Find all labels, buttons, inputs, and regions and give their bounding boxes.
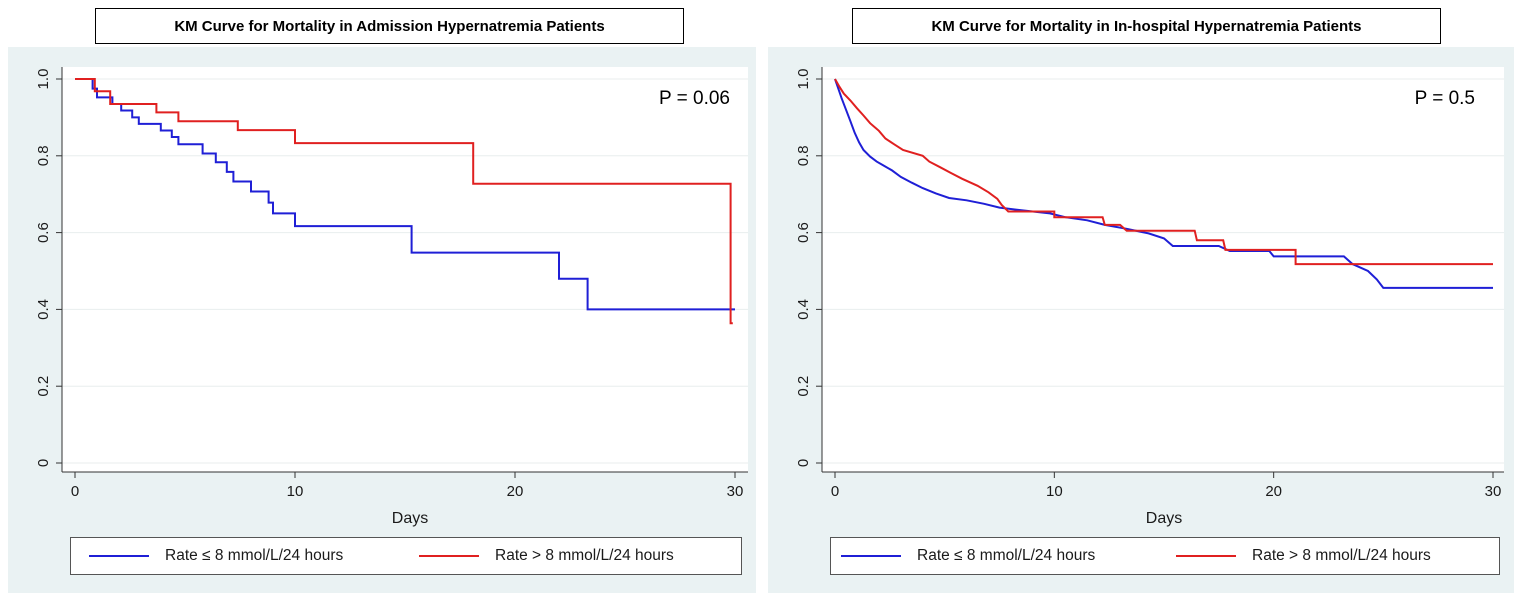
y-tick-label: 0.8 bbox=[795, 145, 812, 166]
chart-title-right: KM Curve for Mortality in In-hospital Hy… bbox=[852, 8, 1441, 44]
x-axis-title: Days bbox=[392, 510, 428, 527]
series-line-low-rate bbox=[834, 78, 1493, 289]
y-tick-label: 0 bbox=[35, 459, 52, 467]
x-axis-title: Days bbox=[1146, 510, 1182, 527]
legend-label: Rate > 8 mmol/L/24 hours bbox=[495, 547, 674, 564]
legend-item-high-rate: Rate > 8 mmol/L/24 hours bbox=[1176, 538, 1431, 574]
series-line-high-rate bbox=[75, 78, 733, 325]
legend-label: Rate ≤ 8 mmol/L/24 hours bbox=[165, 547, 344, 564]
x-tick-label: 30 bbox=[1485, 483, 1502, 500]
legend-left: Rate ≤ 8 mmol/L/24 hours Rate > 8 mmol/L… bbox=[70, 537, 742, 575]
plot-left: 0 0.2 0.4 0.6 0.8 1.0 0 10 20 30 Days P = 0.06 bbox=[35, 67, 748, 527]
legend-label: Rate ≤ 8 mmol/L/24 hours bbox=[917, 547, 1096, 564]
x-tick-label: 20 bbox=[1265, 483, 1282, 500]
legend-label: Rate > 8 mmol/L/24 hours bbox=[1252, 547, 1431, 564]
plot-area bbox=[822, 67, 1504, 472]
series-line-high-rate bbox=[834, 78, 1493, 266]
legend-item-low-rate: Rate ≤ 8 mmol/L/24 hours bbox=[841, 538, 1095, 574]
legend-swatch-blue bbox=[89, 555, 149, 557]
legend-swatch-red bbox=[419, 555, 479, 557]
x-tick-label: 30 bbox=[727, 483, 744, 500]
legend-swatch-blue bbox=[841, 555, 901, 557]
legend-item-low-rate: Rate ≤ 8 mmol/L/24 hours bbox=[89, 538, 343, 574]
x-tick-label: 0 bbox=[71, 483, 79, 500]
legend-swatch-red bbox=[1176, 555, 1236, 557]
y-tick-label: 0.2 bbox=[795, 376, 812, 397]
x-tick-label: 10 bbox=[287, 483, 304, 500]
legend-item-high-rate: Rate > 8 mmol/L/24 hours bbox=[419, 538, 674, 574]
plot-area bbox=[62, 67, 748, 472]
x-tick-label: 10 bbox=[1046, 483, 1063, 500]
legend-right: Rate ≤ 8 mmol/L/24 hours Rate > 8 mmol/L… bbox=[830, 537, 1500, 575]
y-tick-label: 0.2 bbox=[35, 376, 52, 397]
y-tick-label: 0.4 bbox=[795, 299, 812, 320]
plot-right: 0 0.2 0.4 0.6 0.8 1.0 0 10 20 30 Days P = 0.5 bbox=[795, 67, 1504, 527]
y-tick-label: 0.6 bbox=[35, 222, 52, 243]
y-tick-label: 1.0 bbox=[35, 69, 52, 90]
y-tick-label: 0.6 bbox=[795, 222, 812, 243]
y-tick-label: 0 bbox=[795, 459, 812, 467]
y-tick-label: 1.0 bbox=[795, 69, 812, 90]
chart-title-left: KM Curve for Mortality in Admission Hype… bbox=[95, 8, 684, 44]
x-tick-label: 20 bbox=[507, 483, 524, 500]
y-tick-label: 0.8 bbox=[35, 145, 52, 166]
x-tick-label: 0 bbox=[831, 483, 839, 500]
y-tick-label: 0.4 bbox=[35, 299, 52, 320]
p-value-annotation: P = 0.5 bbox=[1415, 88, 1475, 109]
p-value-annotation: P = 0.06 bbox=[659, 88, 730, 109]
